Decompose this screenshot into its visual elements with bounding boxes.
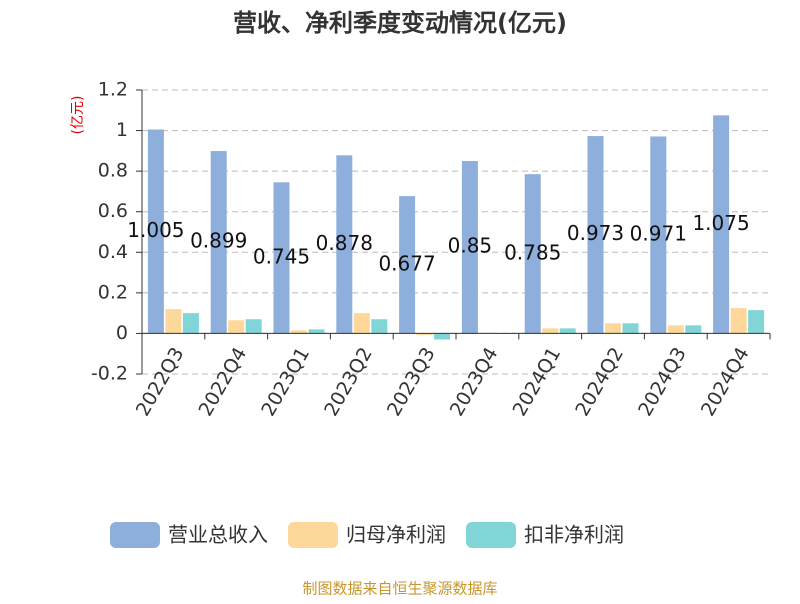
y-tick-label: 0.4 [98,241,128,263]
value-label: 0.745 [253,244,310,268]
value-label: 1.075 [692,211,749,235]
bar [685,325,701,333]
bar [748,310,764,333]
legend-label: 归母净利润 [346,523,446,547]
value-label: 0.971 [630,221,687,245]
value-label: 0.878 [316,231,373,255]
bar [246,319,262,333]
x-tick-label: 2024Q4 [697,344,754,420]
bar [228,320,244,333]
legend-swatch [110,522,160,548]
bar [605,323,621,333]
chart-title: 营收、净利季度变动情况(亿元) [233,9,567,37]
bar [623,323,639,333]
bar [309,329,325,333]
value-label: 0.85 [448,234,493,258]
unit-label: (亿元) [70,96,86,135]
bar [560,328,576,333]
x-tick-label: 2024Q1 [509,344,566,420]
source-note: 制图数据来自恒生聚源数据库 [302,580,497,598]
x-tick-label: 2023Q3 [383,344,440,420]
legend-swatch [466,522,516,548]
x-tick-label: 2023Q1 [257,344,314,420]
value-label: 0.785 [504,240,561,264]
bar [371,319,387,333]
x-tick-label: 2024Q2 [571,344,628,420]
value-label: 0.677 [378,251,435,275]
x-tick-label: 2022Q3 [132,344,189,420]
y-tick-label: 0 [116,322,128,344]
legend-swatch [288,522,338,548]
y-tick-label: 0.6 [98,200,128,222]
bar [165,309,181,333]
y-tick-label: 1 [116,119,128,141]
x-tick-label: 2022Q4 [195,344,252,420]
value-label: 1.005 [127,218,184,242]
legend-label: 扣非净利润 [524,523,624,547]
bar [354,313,370,333]
bar [434,333,450,339]
y-tick-label: 0.2 [98,281,128,303]
value-label: 0.899 [190,229,247,253]
bar [183,313,199,333]
value-label: 0.973 [567,221,624,245]
y-tick-label: 1.2 [98,79,128,101]
x-tick-label: 2024Q3 [634,344,691,420]
legend-label: 营业总收入 [168,523,268,547]
y-tick-label: 0.8 [98,160,128,182]
y-tick-label: -0.2 [91,363,128,385]
bar [542,328,558,333]
x-tick-label: 2023Q4 [446,344,503,420]
bar [668,325,684,333]
bar [731,308,747,333]
x-tick-label: 2023Q2 [320,344,377,420]
